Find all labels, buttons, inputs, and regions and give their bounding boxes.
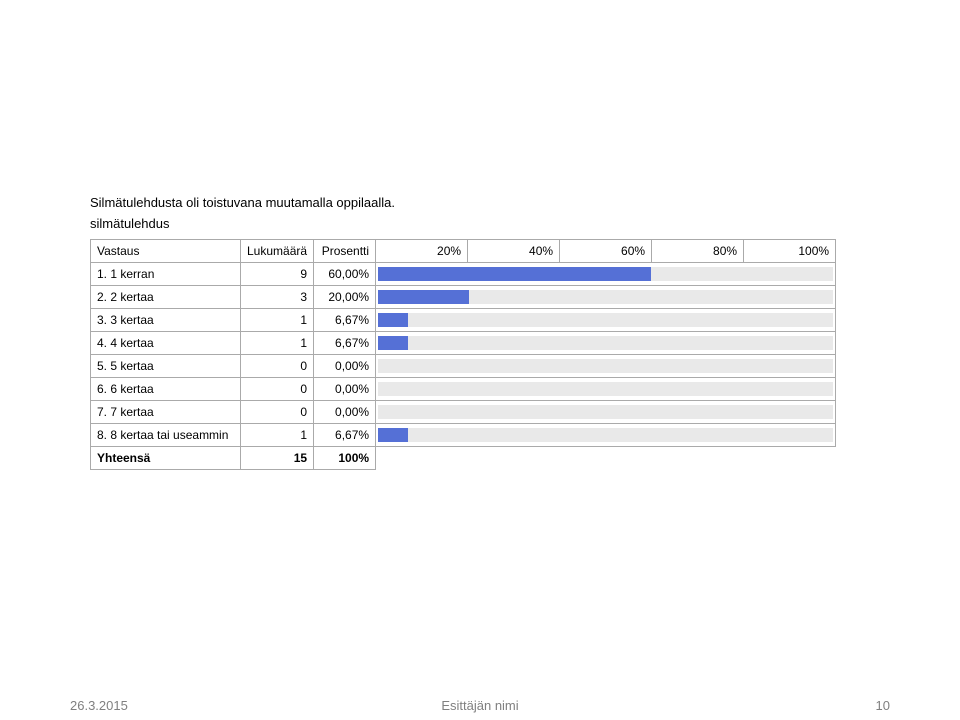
row-percent: 60,00% — [314, 263, 376, 286]
table-row: 1. 1 kerran960,00% — [91, 263, 836, 286]
row-bar-cell — [376, 332, 836, 355]
row-count: 9 — [241, 263, 314, 286]
total-row: Yhteensä15100% — [91, 447, 836, 470]
header-percent: Prosentti — [314, 240, 376, 263]
row-count: 0 — [241, 355, 314, 378]
bar-track — [378, 359, 833, 373]
row-label: 7. 7 kertaa — [91, 401, 241, 424]
bar-fill — [378, 313, 408, 327]
total-percent: 100% — [314, 447, 376, 470]
survey-table: Vastaus Lukumäärä Prosentti 20% 40% 60% … — [90, 239, 836, 470]
header-tick-100: 100% — [744, 240, 836, 263]
footer-page: 10 — [876, 698, 890, 713]
bar-track — [378, 405, 833, 419]
bar-track — [378, 336, 833, 350]
header-tick-80: 80% — [652, 240, 744, 263]
bar-track — [378, 382, 833, 396]
chart-subtitle: silmätulehdus — [90, 216, 870, 231]
row-percent: 20,00% — [314, 286, 376, 309]
table-row: 4. 4 kertaa16,67% — [91, 332, 836, 355]
bar-fill — [378, 290, 469, 304]
row-label: 3. 3 kertaa — [91, 309, 241, 332]
table-row: 2. 2 kertaa320,00% — [91, 286, 836, 309]
footer-author: Esittäjän nimi — [441, 698, 518, 713]
row-label: 4. 4 kertaa — [91, 332, 241, 355]
row-label: 5. 5 kertaa — [91, 355, 241, 378]
total-label: Yhteensä — [91, 447, 241, 470]
header-count: Lukumäärä — [241, 240, 314, 263]
row-bar-cell — [376, 286, 836, 309]
row-count: 3 — [241, 286, 314, 309]
row-bar-cell — [376, 378, 836, 401]
row-bar-cell — [376, 355, 836, 378]
table-row: 7. 7 kertaa00,00% — [91, 401, 836, 424]
bar-track — [378, 313, 833, 327]
header-tick-20: 20% — [376, 240, 468, 263]
row-percent: 0,00% — [314, 401, 376, 424]
row-label: 8. 8 kertaa tai useammin — [91, 424, 241, 447]
row-percent: 6,67% — [314, 424, 376, 447]
row-percent: 6,67% — [314, 332, 376, 355]
row-count: 1 — [241, 424, 314, 447]
row-bar-cell — [376, 424, 836, 447]
row-percent: 0,00% — [314, 378, 376, 401]
bar-fill — [378, 428, 408, 442]
table-header-row: Vastaus Lukumäärä Prosentti 20% 40% 60% … — [91, 240, 836, 263]
table-row: 3. 3 kertaa16,67% — [91, 309, 836, 332]
total-count: 15 — [241, 447, 314, 470]
header-answer: Vastaus — [91, 240, 241, 263]
table-row: 5. 5 kertaa00,00% — [91, 355, 836, 378]
footer-date: 26.3.2015 — [70, 698, 128, 713]
row-label: 6. 6 kertaa — [91, 378, 241, 401]
bar-fill — [378, 267, 651, 281]
bar-track — [378, 267, 833, 281]
row-bar-cell — [376, 263, 836, 286]
bar-track — [378, 290, 833, 304]
chart-title: Silmätulehdusta oli toistuvana muutamall… — [90, 195, 870, 210]
row-count: 0 — [241, 401, 314, 424]
row-count: 1 — [241, 309, 314, 332]
row-percent: 6,67% — [314, 309, 376, 332]
row-percent: 0,00% — [314, 355, 376, 378]
row-bar-cell — [376, 401, 836, 424]
row-count: 1 — [241, 332, 314, 355]
row-count: 0 — [241, 378, 314, 401]
bar-fill — [378, 336, 408, 350]
header-tick-60: 60% — [560, 240, 652, 263]
row-label: 1. 1 kerran — [91, 263, 241, 286]
header-tick-40: 40% — [468, 240, 560, 263]
row-label: 2. 2 kertaa — [91, 286, 241, 309]
row-bar-cell — [376, 309, 836, 332]
bar-track — [378, 428, 833, 442]
table-row: 6. 6 kertaa00,00% — [91, 378, 836, 401]
table-row: 8. 8 kertaa tai useammin16,67% — [91, 424, 836, 447]
